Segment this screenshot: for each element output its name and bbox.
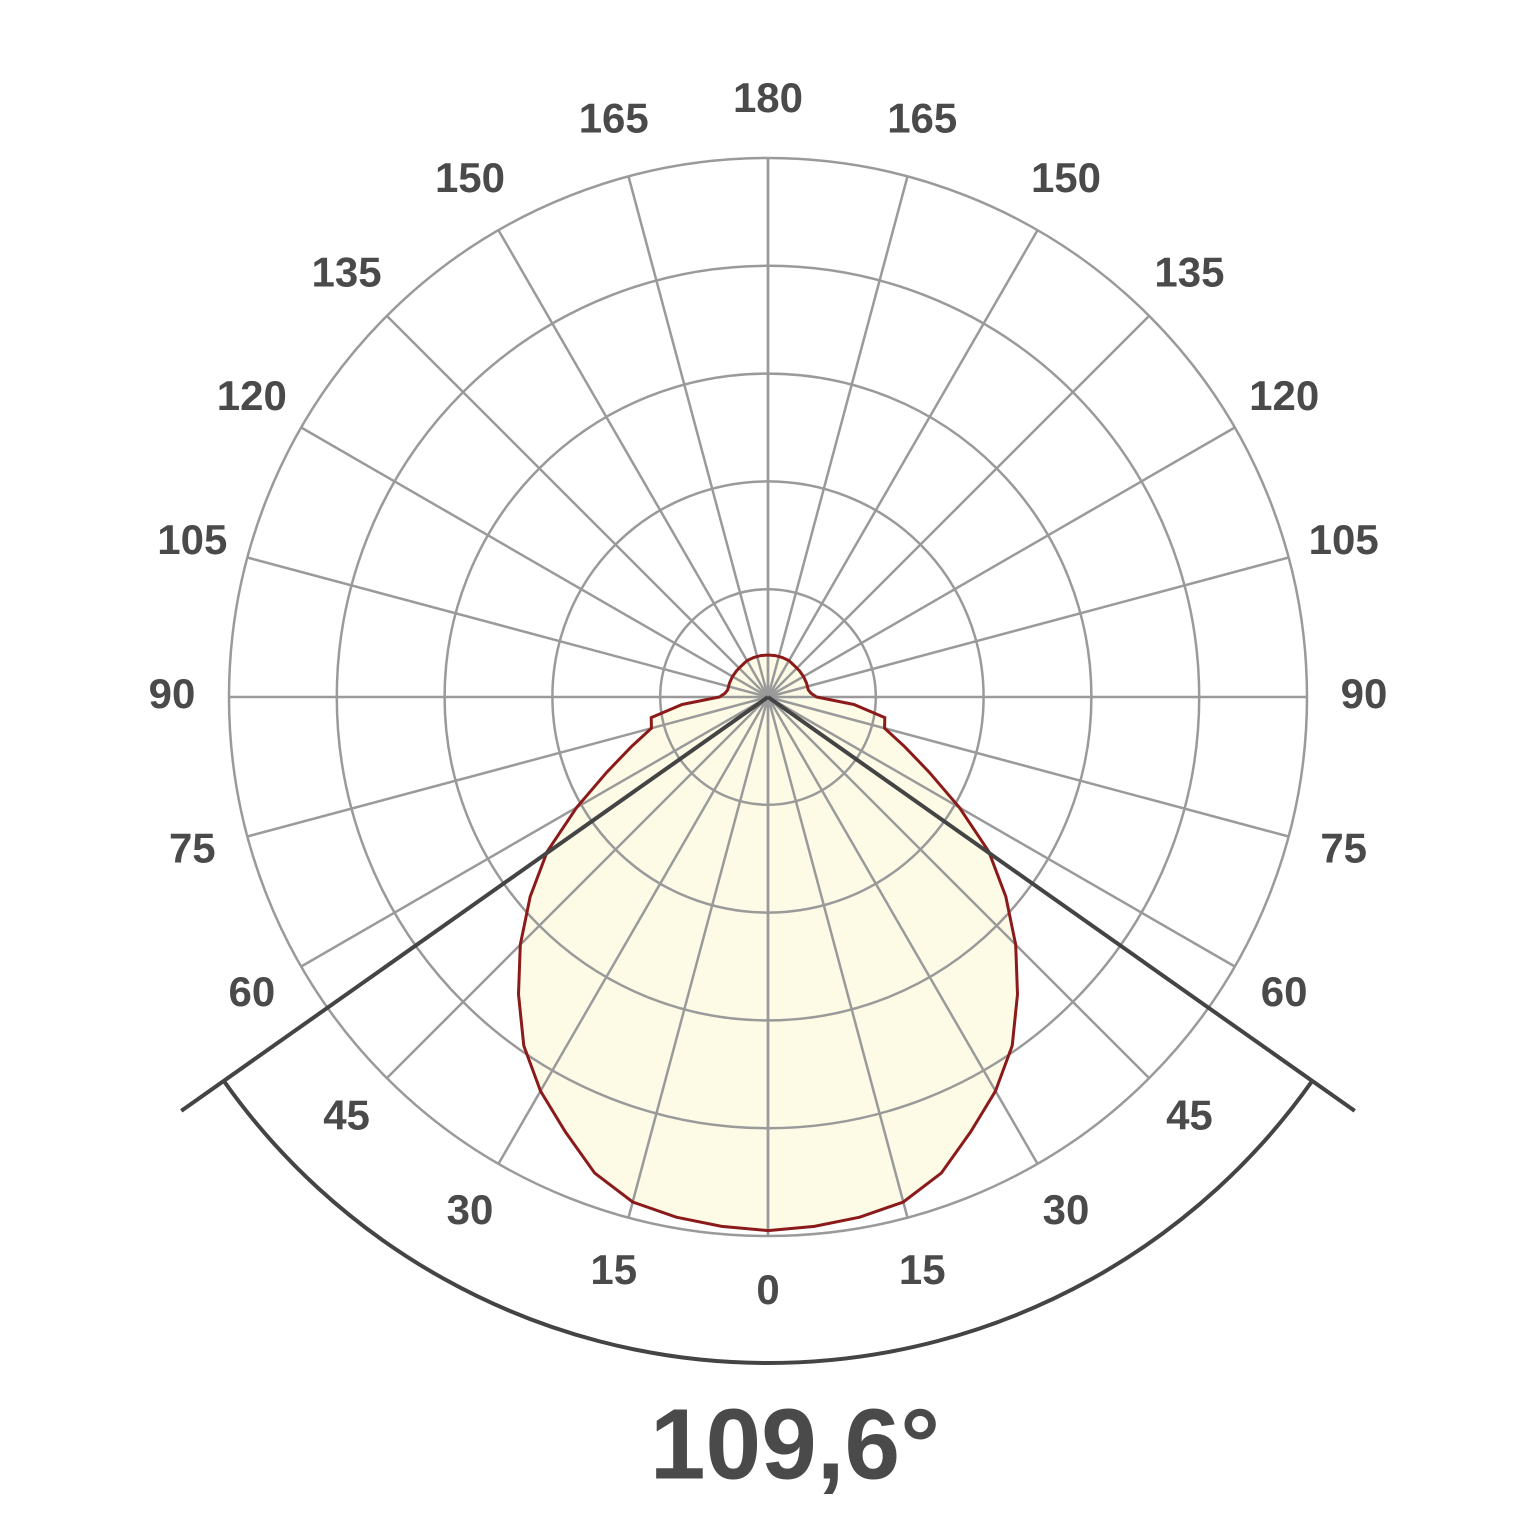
grid-spoke	[766, 696, 1039, 1165]
angle-label: 150	[435, 154, 505, 201]
angle-label: 165	[579, 94, 649, 141]
angle-label: 45	[1166, 1092, 1213, 1139]
angle-label: 135	[1154, 249, 1224, 296]
angle-label: 105	[157, 516, 227, 563]
angle-label: 60	[1261, 968, 1308, 1015]
grid-spoke	[767, 695, 1236, 968]
grid-spoke	[247, 695, 769, 838]
angle-label: 30	[1043, 1186, 1090, 1233]
angle-label: 120	[217, 372, 287, 419]
curve	[767, 653, 1020, 1233]
angle-label: 45	[323, 1092, 370, 1139]
angle-label: 15	[899, 1246, 946, 1293]
grid-spoke	[767, 696, 1151, 1080]
angle-label: 90	[1341, 670, 1388, 717]
angle-label: 75	[169, 824, 216, 871]
beam-angle-label: 109,6°	[650, 1388, 940, 1500]
angle-label: 120	[1249, 372, 1319, 419]
grid-spoke	[767, 695, 1289, 838]
angle-label: 30	[447, 1186, 494, 1233]
grid-spoke	[497, 696, 770, 1165]
grid-spoke	[385, 314, 769, 698]
grid-spoke	[767, 426, 1236, 699]
grid-spoke	[766, 176, 909, 698]
angle-label: 165	[887, 94, 957, 141]
grid-spoke	[766, 696, 909, 1218]
grid-spoke	[767, 314, 1151, 698]
angle-label: 75	[1320, 824, 1367, 871]
beam-arc	[222, 1079, 1314, 1365]
grid-spoke	[766, 229, 1039, 698]
angle-label: 15	[590, 1246, 637, 1293]
angle-label: 135	[312, 249, 382, 296]
grid-spoke	[385, 696, 769, 1080]
grid-spoke	[247, 556, 769, 699]
grid-spoke	[300, 426, 769, 699]
angle-label: 180	[733, 74, 803, 121]
beam-line	[180, 695, 770, 1113]
grid-spoke	[767, 556, 1289, 699]
curve	[516, 653, 769, 1233]
angle-label: 60	[228, 968, 275, 1015]
angle-label: 105	[1309, 516, 1379, 563]
angle-label: 0	[756, 1266, 779, 1313]
grid-spoke	[497, 229, 770, 698]
beam-line	[766, 695, 1356, 1113]
angle-label: 150	[1031, 154, 1101, 201]
angle-label: 90	[149, 670, 196, 717]
grid-spoke	[627, 176, 770, 698]
grid-spoke	[300, 695, 769, 968]
grid-spoke	[627, 696, 770, 1218]
